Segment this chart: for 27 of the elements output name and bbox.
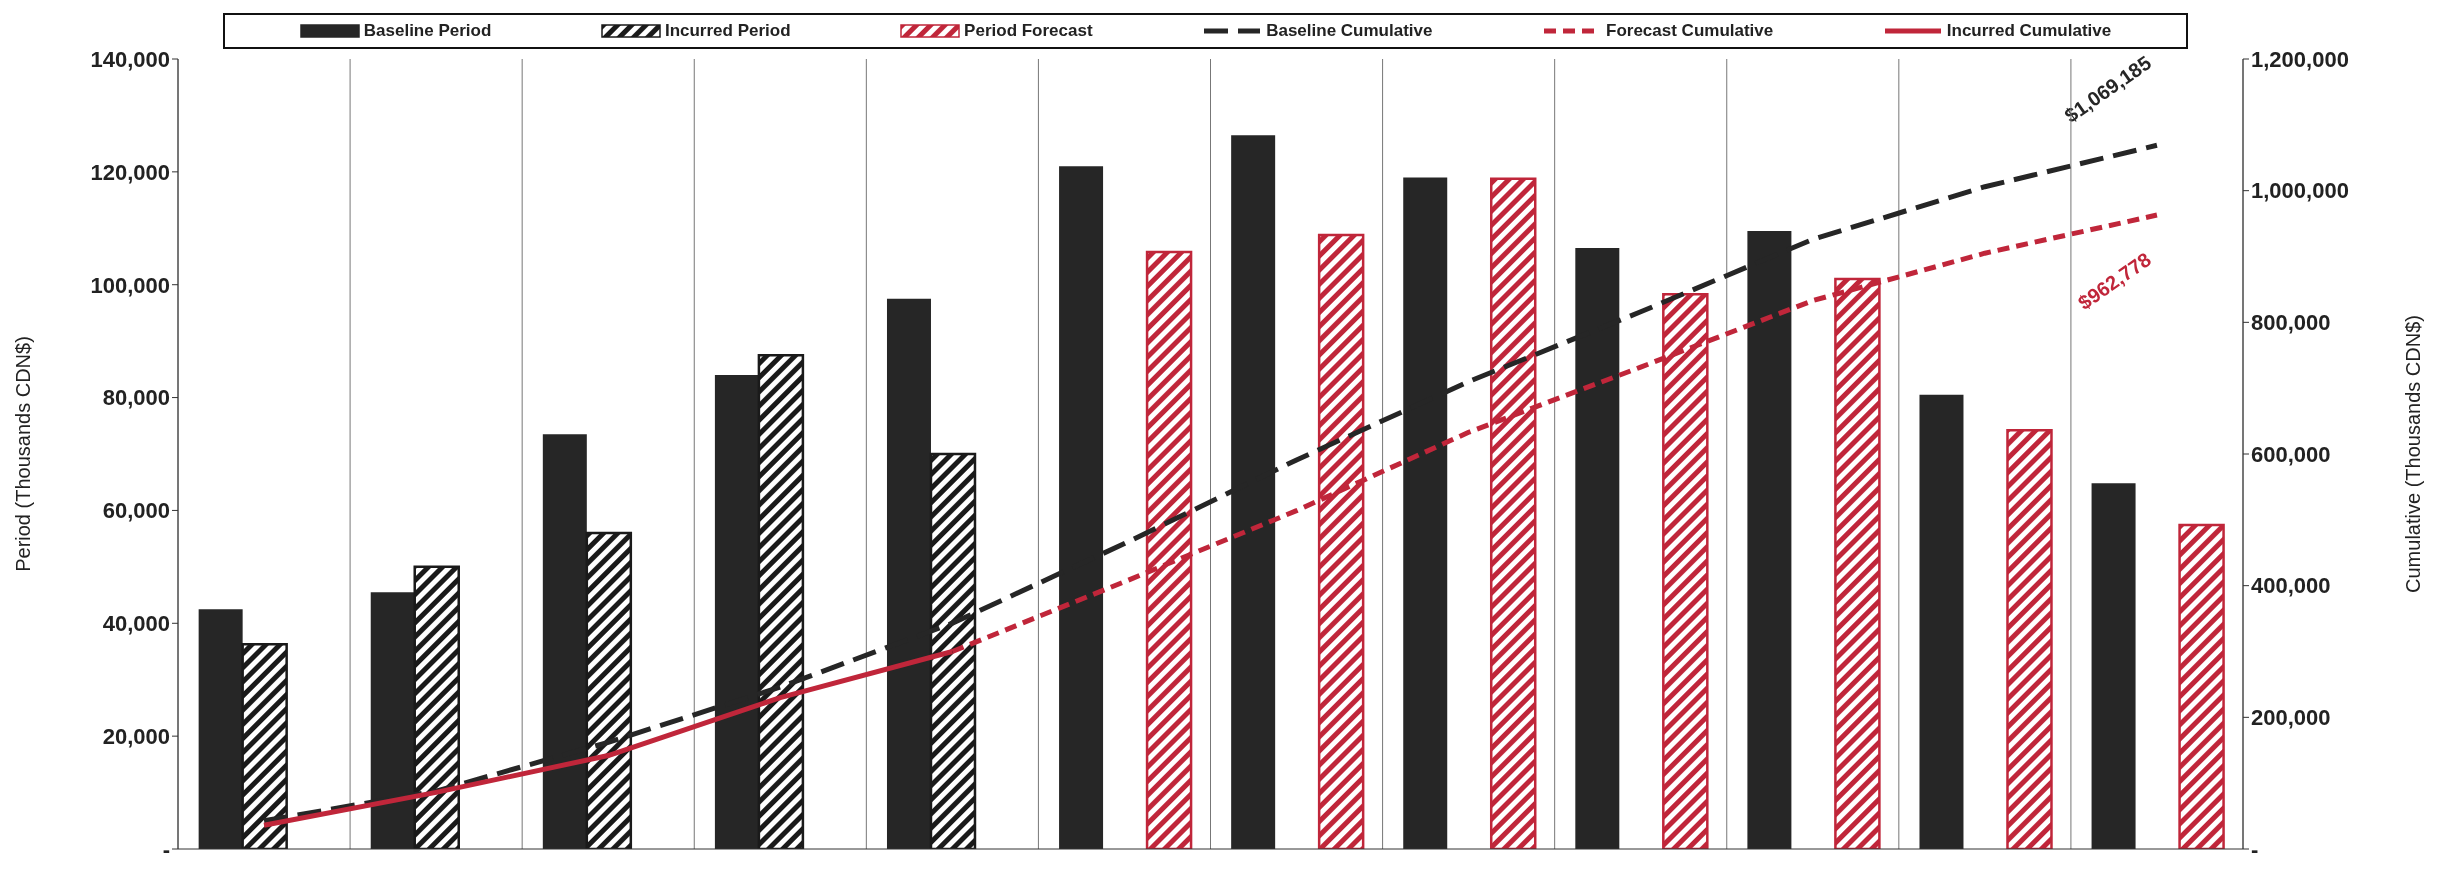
legend-label: Forecast Cumulative bbox=[1606, 21, 1774, 41]
y2-axis-title: Cumulative (Thousands CDN$) bbox=[2402, 315, 2425, 593]
y-tick-label: 140,000 bbox=[90, 46, 170, 72]
y2-tick-label: 200,000 bbox=[2251, 705, 2331, 731]
y2-tick-label: 800,000 bbox=[2251, 310, 2331, 336]
bar bbox=[1919, 394, 1964, 849]
y-tick-label: - bbox=[162, 836, 170, 862]
y-tick-label: 80,000 bbox=[102, 385, 170, 411]
y2-tick-label: 1,200,000 bbox=[2251, 46, 2349, 72]
y-tick-label: 40,000 bbox=[102, 611, 170, 637]
y2-tick-label: 1,000,000 bbox=[2251, 178, 2349, 204]
y-tick-label: 60,000 bbox=[102, 498, 170, 524]
y-axis-title: Period (Thousands CDN$) bbox=[12, 336, 35, 572]
y-tick-label: 100,000 bbox=[90, 272, 170, 298]
legend-label: Baseline Period bbox=[363, 21, 492, 41]
y-tick-label: 20,000 bbox=[102, 723, 170, 749]
y-tick-label: 120,000 bbox=[90, 159, 170, 185]
y2-tick-label: 400,000 bbox=[2251, 573, 2331, 599]
legend-label: Period Forecast bbox=[964, 21, 1093, 41]
bar bbox=[2178, 523, 2225, 849]
legend-label: Incurred Cumulative bbox=[1946, 21, 2112, 41]
legend-label: Incurred Period bbox=[664, 21, 791, 41]
legend-label: Baseline Cumulative bbox=[1266, 21, 1433, 41]
y2-tick-label: - bbox=[2251, 836, 2259, 862]
bar bbox=[2091, 483, 2136, 849]
bar bbox=[2006, 429, 2053, 849]
y2-tick-label: 600,000 bbox=[2251, 441, 2331, 467]
